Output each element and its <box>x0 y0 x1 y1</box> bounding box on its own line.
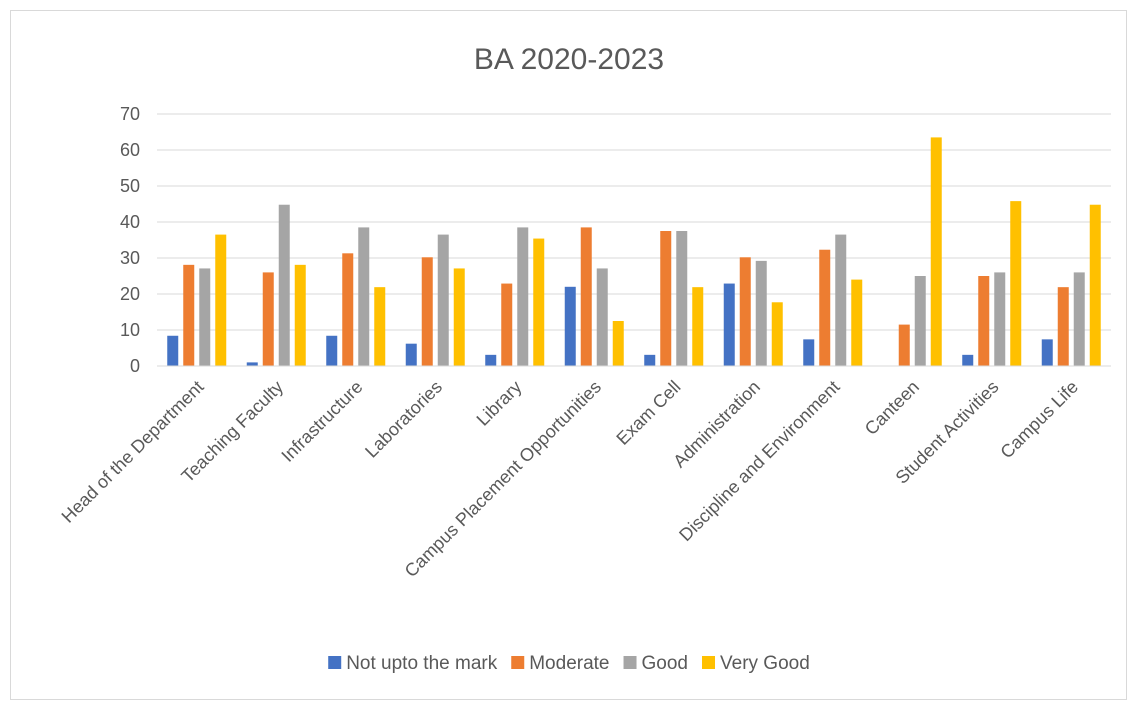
bar <box>914 276 926 366</box>
bar <box>262 272 274 366</box>
bar <box>1041 339 1053 366</box>
bar <box>326 335 338 366</box>
bar <box>485 354 497 366</box>
x-tick-label: Laboratories <box>361 377 446 462</box>
y-tick-label: 10 <box>120 320 140 340</box>
x-tick-label: Exam Cell <box>612 377 684 449</box>
bar <box>183 264 195 366</box>
legend-label: Not upto the mark <box>346 653 498 674</box>
bar <box>421 257 433 366</box>
y-tick-label: 50 <box>120 176 140 196</box>
bar <box>803 339 815 366</box>
bar <box>294 264 306 366</box>
legend-swatch <box>511 656 525 669</box>
bar <box>930 137 942 366</box>
x-tick-label: Canteen <box>861 377 923 439</box>
y-tick-label: 60 <box>120 140 140 160</box>
bar <box>1089 204 1101 366</box>
y-tick-label: 0 <box>130 356 140 376</box>
bar <box>453 268 465 366</box>
bar <box>644 354 656 366</box>
bar <box>723 283 735 366</box>
bar <box>612 321 624 366</box>
bar <box>676 231 688 366</box>
x-tick-label: Campus Life <box>996 377 1082 463</box>
bar <box>167 335 179 366</box>
y-tick-label: 20 <box>120 284 140 304</box>
legend: Not upto the mark Moderate Good Very Good <box>328 653 810 674</box>
bar <box>246 362 258 366</box>
y-tick-label: 70 <box>120 104 140 124</box>
y-tick-label: 40 <box>120 212 140 232</box>
chart-title: BA 2020-2023 <box>474 43 664 76</box>
y-axis: 0 10 20 30 40 50 60 70 <box>120 104 140 376</box>
bar <box>962 354 974 366</box>
bar <box>215 234 227 366</box>
bar <box>533 238 545 366</box>
bar <box>374 287 386 366</box>
bar <box>898 324 910 366</box>
legend-label: Moderate <box>529 653 609 674</box>
bar <box>660 231 672 366</box>
bar <box>501 283 513 366</box>
x-tick-label: Infrastructure <box>277 377 366 466</box>
bar <box>1073 272 1085 366</box>
y-tick-label: 30 <box>120 248 140 268</box>
bar <box>819 249 831 366</box>
bar <box>755 260 767 366</box>
bar <box>835 234 847 366</box>
legend-swatch <box>702 656 716 669</box>
bar <box>342 253 354 366</box>
bar <box>199 268 211 366</box>
legend-swatch <box>623 656 637 669</box>
bar <box>580 227 592 366</box>
bar <box>596 268 608 366</box>
bar <box>437 234 449 366</box>
gridlines <box>157 113 1111 331</box>
bar-chart: BA 2020-2023 0 10 20 30 40 50 60 70 Head of the… <box>58 43 1111 674</box>
bar <box>994 272 1006 366</box>
bar <box>278 204 290 366</box>
bar <box>1057 287 1069 366</box>
legend-swatch <box>328 656 342 669</box>
bar <box>978 276 990 366</box>
x-tick-label: Discipline and Environment <box>675 377 843 545</box>
chart-frame: BA 2020-2023 0 10 20 30 40 50 60 70 Head of the… <box>10 10 1127 700</box>
bar <box>771 302 783 366</box>
legend-label: Very Good <box>720 653 810 674</box>
legend-label: Good <box>642 653 688 674</box>
x-tick-label: Library <box>473 377 526 430</box>
bar <box>517 227 529 366</box>
bar <box>358 227 370 366</box>
bar <box>1010 201 1022 366</box>
bar <box>405 343 417 366</box>
bar <box>564 286 576 366</box>
bar <box>739 257 751 366</box>
x-tick-label: Head of the Department <box>58 377 208 527</box>
bar <box>851 279 863 366</box>
bars <box>167 137 1101 366</box>
bar <box>692 287 704 366</box>
